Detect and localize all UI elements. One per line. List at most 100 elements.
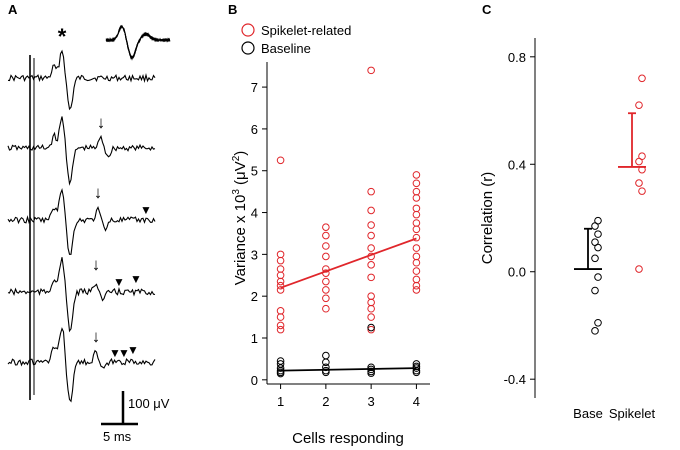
voltage-trace — [7, 327, 156, 403]
panel-c-points — [574, 74, 646, 335]
spikelet-point — [276, 265, 285, 273]
panel-c-category-label: Base — [573, 406, 603, 421]
base-point — [594, 318, 602, 327]
spikelet-point — [412, 187, 421, 196]
arrow-marker: ↓ — [92, 327, 101, 346]
spikelet-point — [367, 187, 375, 196]
spikelet-point — [322, 294, 330, 303]
spikelet-point — [276, 286, 285, 294]
base-point — [594, 230, 602, 238]
panel-b-ytick-label: 0 — [251, 373, 258, 388]
spikelet-point — [412, 171, 421, 179]
panel-a-traces: * ↓ ↓ ↓ ↓ ▼ ▼ ▼ ▼ ▼ ▼ 100 μV 5 ms — [7, 24, 171, 444]
panel-c-ytick-label: 0.8 — [508, 50, 526, 65]
panel-b-ylabel: Variance x 103 (μV2) — [231, 151, 249, 286]
panel-b-ytick-label: 5 — [251, 164, 258, 179]
panel-c-category-label: Spikelet — [609, 406, 656, 421]
spikelet-point — [367, 292, 375, 300]
spikelet-point — [276, 307, 285, 315]
panel-b-ytick-label: 6 — [251, 122, 258, 137]
spikelet-point — [276, 313, 285, 321]
spikelet-point — [322, 223, 330, 231]
spikelet-point — [276, 250, 285, 259]
spikelet-point — [412, 210, 421, 219]
panel-b-xtick-label: 4 — [413, 394, 420, 409]
panel-b-points — [276, 66, 421, 378]
triangle-marker: ▼ — [140, 203, 152, 217]
baseline-point — [322, 358, 330, 367]
spike-asterisk: * — [58, 24, 67, 49]
panel-b-scatter: 0 1 2 3 4 5 6 7 1 2 3 4 Spikelet-related Baseline V… — [231, 23, 430, 447]
spikelet-point-c — [635, 157, 643, 166]
base-point — [591, 286, 599, 295]
panel-c-ylabel: Correlation (r) — [479, 172, 496, 265]
spikelet-point — [367, 273, 375, 282]
spikelet-point — [412, 219, 421, 227]
inset-trace — [105, 25, 171, 58]
baseline-point — [276, 364, 285, 372]
panel-c-scatter: -0.4 0.0 0.4 0.8 Base Spikelet Correlation (r… — [479, 38, 656, 421]
panel-b-ytick-label: 4 — [251, 206, 258, 221]
spikelet-point — [276, 256, 285, 265]
spikelet-point — [412, 204, 421, 213]
panel-c-ytick-label: 0.4 — [508, 157, 526, 172]
base-point — [591, 254, 599, 263]
triangle-marker: ▼ — [127, 343, 139, 357]
triangle-marker: ▼ — [118, 346, 130, 360]
panel-b-label: B — [228, 2, 237, 17]
spikelet-point-c — [635, 179, 643, 187]
panel-b-xtick-label: 2 — [322, 394, 329, 409]
base-point — [594, 273, 602, 281]
base-point — [591, 222, 599, 230]
spikelet-point — [412, 258, 421, 267]
panel-b-fit-lines — [280, 237, 417, 372]
voltage-trace — [7, 49, 156, 111]
arrow-marker: ↓ — [92, 255, 101, 274]
legend-baseline-label: Baseline — [261, 41, 311, 56]
inset-trace — [105, 26, 171, 59]
baseline-point — [367, 363, 375, 372]
panel-b-xtick-label: 1 — [277, 394, 284, 409]
spikelet-point — [412, 233, 421, 242]
baseline-point — [322, 351, 330, 360]
triangle-marker: ▼ — [130, 272, 142, 286]
spikelet-point — [412, 281, 421, 290]
panel-b-xlabel: Cells responding — [292, 430, 404, 447]
panel-b-ytick-label: 3 — [251, 247, 258, 262]
spikelet-point — [412, 179, 421, 188]
spikelet-point — [322, 242, 330, 250]
spikelet-point — [412, 194, 421, 202]
trace-group — [7, 49, 156, 403]
triangle-marker: ▼ — [109, 346, 121, 360]
spikelet-point — [367, 231, 375, 240]
spikelet-point — [322, 231, 330, 240]
spikelet-point — [276, 271, 285, 280]
panel-b-xtick-label: 3 — [368, 394, 375, 409]
spikelet-point — [367, 261, 375, 269]
baseline-fit-line — [280, 367, 417, 372]
panel-b-ytick-label: 7 — [251, 80, 258, 95]
baseline-point — [276, 357, 285, 365]
panel-c-axes: -0.4 0.0 0.4 0.8 Base Spikelet — [504, 38, 656, 421]
spikelet-point — [412, 225, 421, 234]
spikelet-point — [322, 252, 330, 261]
baseline-point — [367, 323, 375, 332]
arrow-marker: ↓ — [97, 113, 106, 132]
spikelet-point-c — [635, 101, 643, 109]
spikelet-point — [412, 275, 421, 284]
legend-spikelet-label: Spikelet-related — [261, 23, 351, 38]
spikelet-point — [276, 277, 285, 286]
spikelet-point — [276, 156, 285, 165]
spikelet-point — [367, 244, 375, 252]
spikelet-point — [412, 244, 421, 252]
spikelet-point — [322, 277, 330, 286]
spikelet-point — [322, 304, 330, 313]
spikelet-point — [367, 304, 375, 313]
spikelet-point — [276, 325, 285, 334]
spikelet-point — [412, 252, 421, 261]
spikelet-point — [322, 286, 330, 294]
spikelet-point-c — [635, 265, 643, 273]
panel-b-axes: 0 1 2 3 4 5 6 7 1 2 3 4 — [251, 62, 430, 409]
spikelet-point — [367, 66, 375, 75]
